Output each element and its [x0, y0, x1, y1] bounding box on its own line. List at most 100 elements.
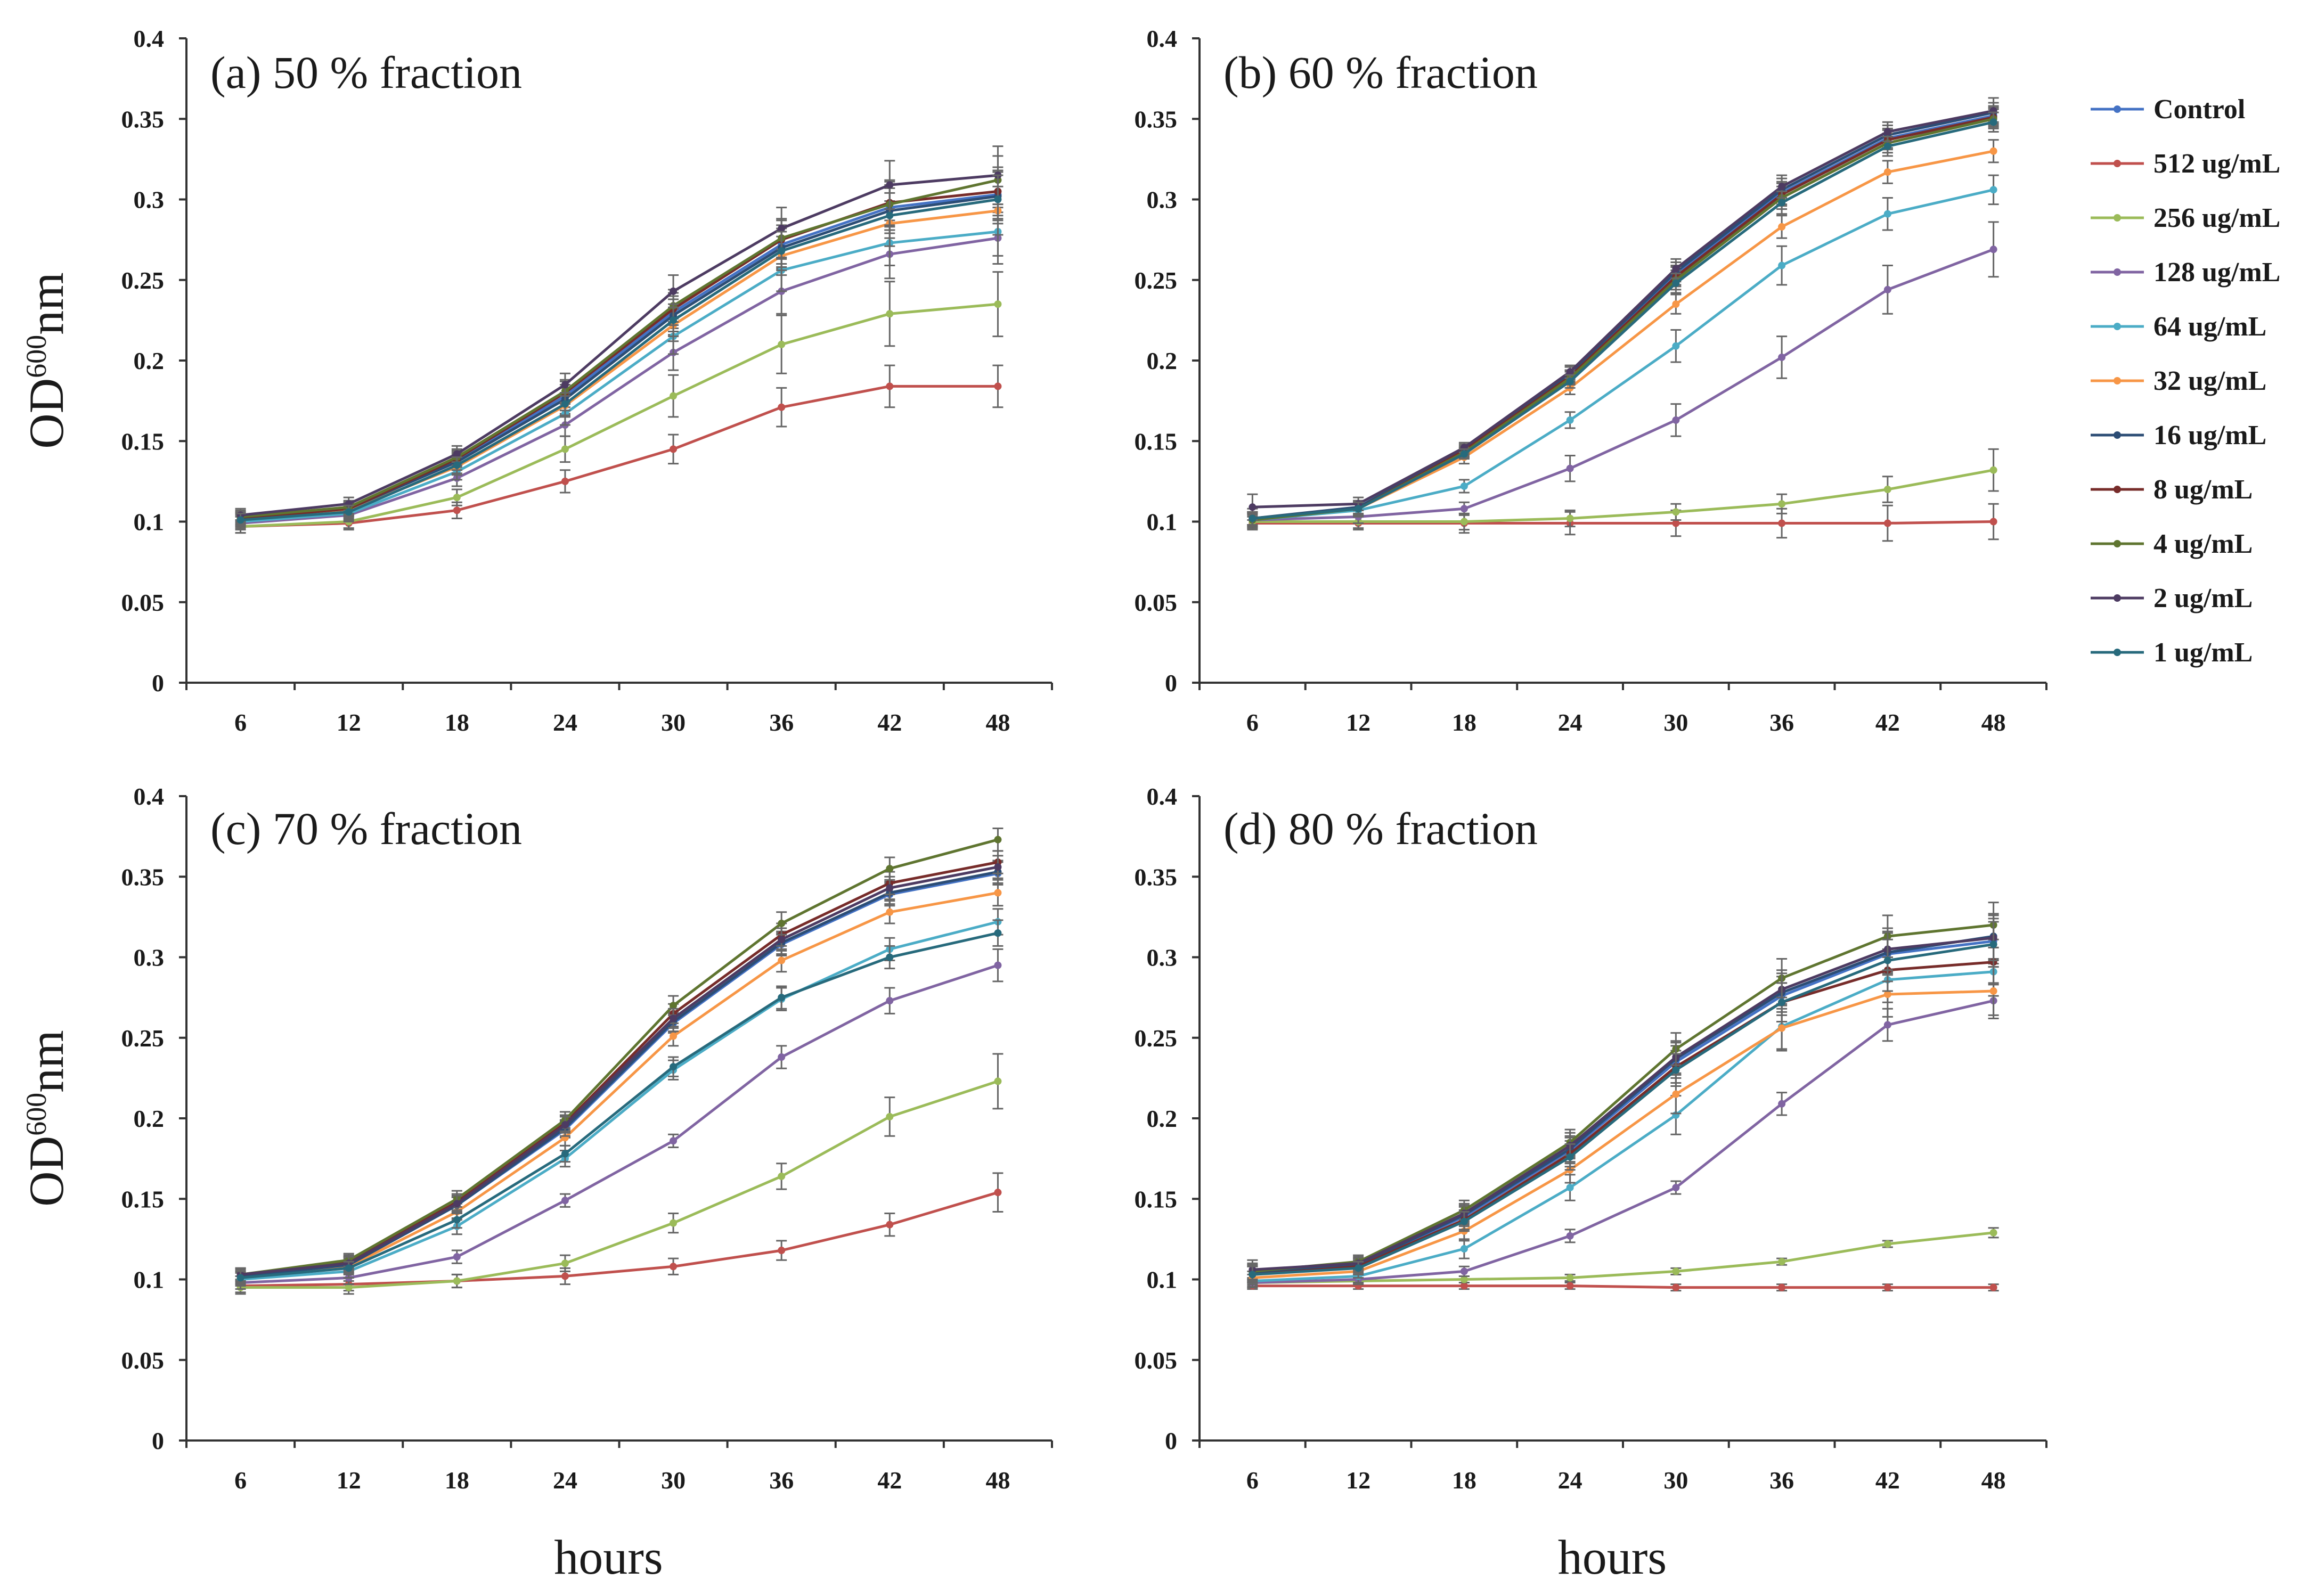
- data-point: [1672, 1283, 1680, 1291]
- data-point: [1566, 464, 1574, 472]
- series-1-ug-ml: [1247, 921, 1999, 1284]
- data-point: [236, 516, 244, 524]
- y-tick-label: 0.25: [121, 1025, 165, 1052]
- y-tick-label: 0.2: [134, 1105, 165, 1132]
- legend-marker: [2114, 268, 2121, 276]
- data-point: [561, 1197, 569, 1205]
- data-point: [1460, 1267, 1468, 1275]
- y-tick-label: 0.1: [134, 509, 165, 536]
- panel-title: (c) 70 % fraction: [210, 803, 522, 854]
- x-tick-label: 36: [1769, 1467, 1794, 1494]
- y-tick-label: 0.15: [1135, 1185, 1178, 1213]
- data-point: [1883, 285, 1891, 293]
- x-tick-label: 12: [337, 709, 361, 736]
- x-tick-label: 12: [1346, 709, 1370, 736]
- data-point: [1672, 508, 1680, 516]
- series-line: [1252, 1284, 1994, 1289]
- data-point: [1460, 505, 1468, 513]
- y-tick-label: 0.3: [1147, 186, 1178, 214]
- data-point: [1566, 1232, 1574, 1240]
- y-tick-label: 0.05: [121, 1347, 165, 1374]
- data-point: [1249, 503, 1257, 511]
- x-tick-label: 24: [1558, 709, 1582, 736]
- y-tick-label: 0.4: [134, 25, 165, 52]
- y-tick-label: 0.05: [1135, 589, 1178, 616]
- x-tick-label: 30: [1663, 709, 1688, 736]
- data-point: [886, 211, 894, 219]
- data-point: [1778, 223, 1786, 231]
- x-tick-label: 18: [1452, 709, 1476, 736]
- x-tick-label: 48: [985, 709, 1010, 736]
- y-tick-label: 0.4: [1147, 25, 1178, 52]
- data-point: [1460, 1275, 1468, 1283]
- legend-label: 128 ug/mL: [2153, 257, 2280, 288]
- series-line: [1252, 520, 1994, 525]
- series-line: [1252, 116, 1994, 520]
- data-point: [1355, 1264, 1363, 1272]
- data-point: [778, 1053, 786, 1061]
- panel-title: (a) 50 % fraction: [210, 47, 522, 98]
- data-point: [453, 461, 461, 469]
- series-line: [1252, 248, 1994, 521]
- series-256-ug-ml: [235, 271, 1004, 534]
- x-tick-label: 48: [1981, 1467, 2006, 1494]
- y-tick-label: 0.3: [134, 944, 165, 971]
- series-64-ug-ml: [1247, 174, 1999, 528]
- legend-marker: [2114, 431, 2121, 439]
- legend-label: 8 ug/mL: [2153, 474, 2253, 505]
- data-point: [1460, 1217, 1468, 1225]
- data-point: [1883, 1283, 1891, 1291]
- data-point: [1672, 1090, 1680, 1098]
- data-point: [1672, 1066, 1680, 1074]
- legend-marker: [2114, 160, 2121, 167]
- x-tick-label: 42: [877, 709, 902, 736]
- data-point: [886, 884, 894, 892]
- data-point: [778, 956, 786, 964]
- series-line: [1252, 923, 1994, 1273]
- data-point: [453, 1216, 461, 1224]
- y-tick-label: 0.1: [1147, 509, 1178, 536]
- x-tick-label: 48: [985, 1467, 1010, 1494]
- data-point: [994, 863, 1002, 871]
- data-point: [561, 1259, 569, 1267]
- data-point: [1883, 168, 1891, 176]
- panel-title: (d) 80 % fraction: [1223, 803, 1538, 854]
- data-point: [1989, 940, 1997, 948]
- data-point: [1989, 186, 1997, 194]
- x-tick-label: 12: [1346, 1467, 1370, 1494]
- data-point: [1883, 519, 1891, 527]
- data-point: [561, 1150, 569, 1158]
- x-tick-label: 24: [553, 1467, 577, 1494]
- data-point: [1778, 1024, 1786, 1032]
- legend-label: 64 ug/mL: [2153, 312, 2266, 342]
- y-tick-label: 0.1: [1147, 1266, 1178, 1294]
- series-line: [1252, 936, 1994, 1271]
- data-point: [1460, 1245, 1468, 1253]
- data-point: [1672, 342, 1680, 350]
- data-point: [1883, 142, 1891, 150]
- legend-marker: [2114, 649, 2121, 656]
- data-point: [1989, 466, 1997, 474]
- series-line: [1252, 188, 1994, 521]
- x-tick-label: 42: [1875, 709, 1900, 736]
- data-point: [561, 445, 569, 453]
- data-point: [994, 300, 1002, 308]
- data-point: [1566, 514, 1574, 522]
- data-point: [1566, 1282, 1574, 1290]
- data-point: [1883, 210, 1891, 218]
- x-tick-label: 24: [553, 709, 577, 736]
- series-1-ug-ml: [235, 174, 1004, 528]
- x-tick-label: 6: [1246, 1467, 1259, 1494]
- y-tick-label: 0.35: [121, 105, 165, 133]
- series-line: [240, 865, 998, 1276]
- y-tick-label: 0.15: [121, 1185, 165, 1213]
- y-tick-label: 0.15: [121, 428, 165, 455]
- series-128-ug-ml: [1247, 221, 1999, 528]
- series-32-ug-ml: [1247, 966, 1999, 1286]
- series-line: [1252, 120, 1994, 520]
- data-point: [345, 1283, 353, 1291]
- data-point: [670, 1002, 678, 1010]
- x-tick-label: 48: [1981, 709, 2006, 736]
- data-point: [1566, 1184, 1574, 1192]
- series-line: [1252, 111, 1994, 520]
